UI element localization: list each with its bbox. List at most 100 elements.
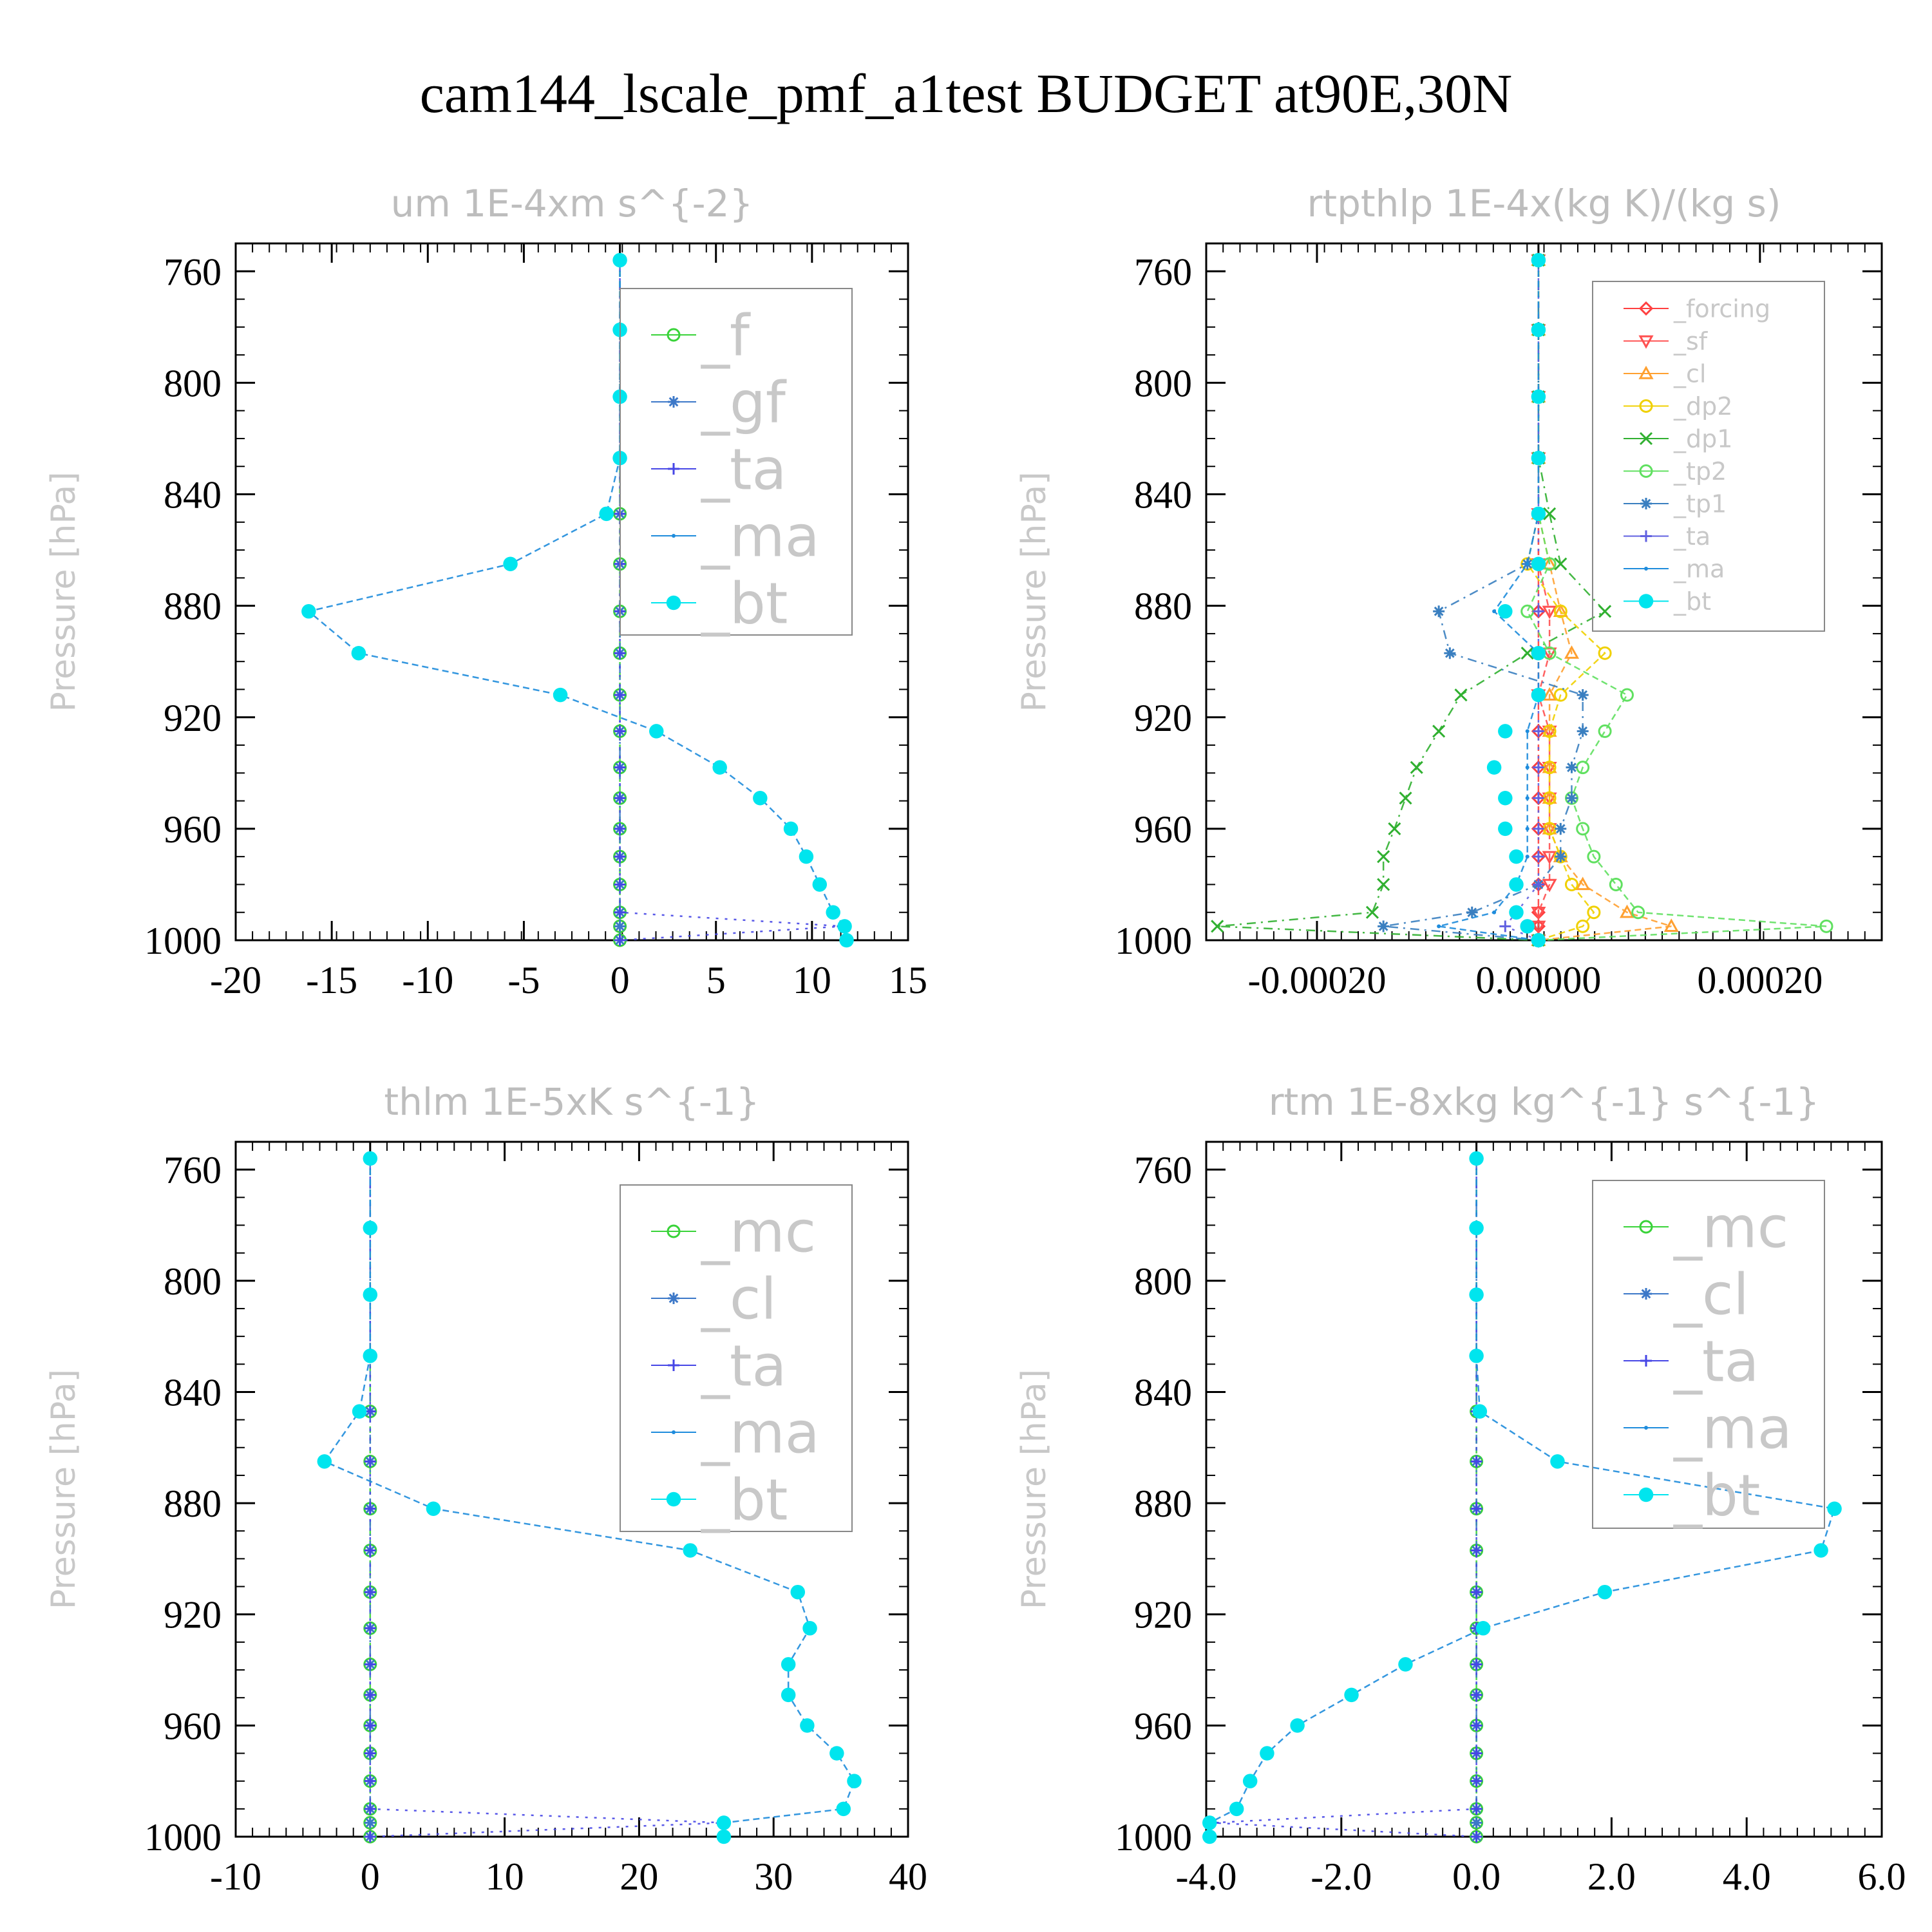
data-point <box>1576 822 1590 836</box>
y-tick-label: 880 <box>1134 585 1192 628</box>
series-line <box>1537 260 1551 940</box>
y-tick-label: 920 <box>164 697 222 739</box>
data-point <box>1814 1543 1828 1558</box>
y-axis-label: Pressure [hPa] <box>44 1369 83 1609</box>
legend-marker <box>1640 1355 1652 1367</box>
data-point <box>364 1775 376 1787</box>
data-point <box>837 919 852 934</box>
data-point <box>1531 252 1546 268</box>
legend-label: _cl <box>1673 1262 1749 1328</box>
data-point <box>1532 878 1544 891</box>
data-point <box>614 689 626 701</box>
x-tick-label: 4.0 <box>1723 1855 1771 1898</box>
data-point <box>1525 562 1530 566</box>
data-point <box>614 647 626 659</box>
data-point <box>364 1658 376 1671</box>
data-point <box>1532 761 1544 773</box>
data-point <box>1542 647 1557 661</box>
data-point <box>1475 1621 1491 1636</box>
data-point <box>839 933 854 948</box>
x-tick-label: -4.0 <box>1176 1855 1237 1898</box>
series-sf <box>1531 254 1557 949</box>
plot-frame <box>1205 242 1883 942</box>
data-point <box>783 821 799 837</box>
legend-label: _ta <box>1673 1329 1759 1395</box>
legend-marker <box>1639 399 1653 413</box>
y-tick-label: 1000 <box>1115 1816 1192 1859</box>
data-point <box>1525 826 1530 831</box>
legend-marker <box>1638 1487 1654 1502</box>
y-tick-label: 960 <box>164 1705 222 1747</box>
data-point <box>802 1621 817 1636</box>
legend-label: _ma <box>1673 1396 1792 1462</box>
series-bt <box>1486 252 1546 948</box>
series-line <box>1438 260 1540 942</box>
chart-panel-3: 760 800 840 880 920 960 1000-10 0 10 20 30 40 thlm 1… <box>44 1080 927 1898</box>
x-tick-label: 30 <box>754 1855 793 1898</box>
data-point <box>363 1349 378 1363</box>
data-point <box>1532 725 1544 737</box>
y-tick-label: 880 <box>1134 1482 1192 1525</box>
legend-marker <box>667 328 681 342</box>
data-point <box>1229 1801 1244 1817</box>
x-tick-label: -10 <box>402 959 453 1001</box>
data-point <box>1470 1455 1482 1468</box>
data-point <box>812 877 828 892</box>
data-point <box>1531 687 1546 703</box>
data-point <box>1433 605 1445 618</box>
data-point <box>1543 507 1557 520</box>
data-point <box>1542 687 1557 701</box>
data-point <box>1470 1544 1482 1557</box>
legend-marker <box>1639 1220 1653 1234</box>
legend-marker <box>668 1359 679 1371</box>
y-tick-label: 840 <box>1134 474 1192 516</box>
data-point <box>1388 822 1401 835</box>
data-point <box>829 1746 844 1761</box>
legend-marker <box>666 595 681 611</box>
x-tick-label: 0.00000 <box>1475 959 1601 1001</box>
data-point <box>1597 1584 1613 1600</box>
legend-marker <box>666 1492 681 1507</box>
plot-frame <box>234 242 909 942</box>
data-point <box>317 1454 332 1469</box>
data-point <box>1470 1502 1482 1515</box>
x-tick-label: -2.0 <box>1311 1855 1372 1898</box>
data-point <box>1531 920 1546 934</box>
data-point <box>614 822 626 835</box>
data-point <box>1531 389 1546 404</box>
x-tick-label: 0.0 <box>1452 1855 1501 1898</box>
data-point <box>363 1287 378 1302</box>
data-point <box>1377 878 1390 891</box>
y-tick-label: 760 <box>1134 1149 1192 1191</box>
legend-label: _tp2 <box>1673 457 1727 486</box>
x-tick-label: -10 <box>210 1855 261 1898</box>
series-ta <box>1499 254 1544 946</box>
legend-marker <box>1638 301 1654 316</box>
data-point <box>1202 1815 1217 1830</box>
chart-panel-2: 760 800 840 880 920 960 1000 -0.00020 0.00000 0.0… <box>1015 182 1883 1001</box>
y-axis-label: Pressure [hPa] <box>1015 472 1054 712</box>
data-point <box>1587 849 1601 864</box>
data-point <box>1531 322 1546 337</box>
legend-marker <box>1640 1288 1652 1300</box>
data-point <box>614 878 626 891</box>
data-point <box>1525 796 1530 800</box>
data-point <box>1542 759 1557 773</box>
x-tick-label: 0.00020 <box>1697 959 1823 1001</box>
data-point <box>1365 905 1379 919</box>
data-point <box>1609 877 1623 891</box>
data-point <box>1470 1803 1482 1815</box>
data-point <box>1444 647 1456 659</box>
x-tick-label: 2.0 <box>1587 1855 1636 1898</box>
y-tick-label: 960 <box>1134 808 1192 851</box>
data-point <box>683 1543 697 1558</box>
data-point <box>599 506 614 522</box>
data-point <box>553 687 568 703</box>
legend-marker <box>668 396 679 408</box>
y-tick-label: 800 <box>164 362 222 404</box>
data-point <box>1598 605 1612 618</box>
legend-label: _cl <box>1673 360 1706 388</box>
series-tp1 <box>1378 254 1589 946</box>
y-tick-label: 960 <box>1134 1705 1192 1747</box>
legend-label: _ma <box>701 504 820 570</box>
